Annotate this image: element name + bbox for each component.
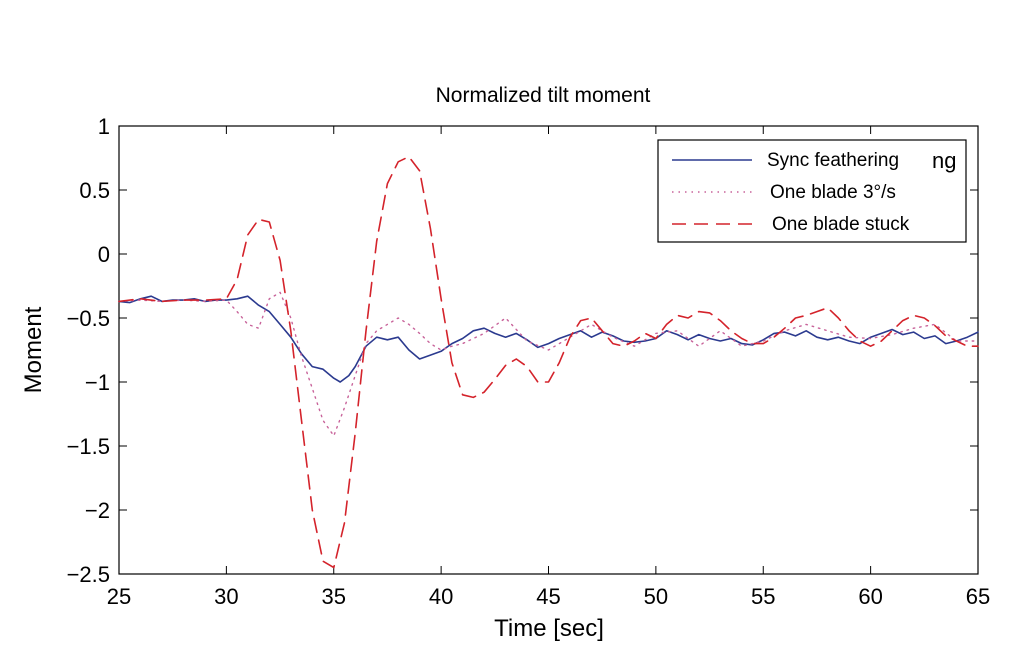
x-tick-label: 25 <box>107 584 131 609</box>
x-tick-label: 50 <box>644 584 668 609</box>
y-tick-label: 0.5 <box>79 178 110 203</box>
y-tick-labels: 1 0.5 0 −0.5 −1 −1.5 −2 −2.5 <box>67 114 110 587</box>
x-tick-label: 30 <box>214 584 238 609</box>
y-tick-label: −2 <box>85 498 110 523</box>
x-tick-label: 35 <box>322 584 346 609</box>
legend-overflow-text: ng <box>932 148 956 173</box>
y-tick-label: −2.5 <box>67 562 110 587</box>
y-tick-label: −1 <box>85 370 110 395</box>
chart-title: Normalized tilt moment <box>436 84 651 107</box>
tick-marks <box>118 125 979 575</box>
legend-label-sync-feathering: Sync feathering <box>767 150 899 171</box>
x-tick-label: 60 <box>858 584 882 609</box>
x-tick-labels: 25 30 35 40 45 50 55 60 65 <box>107 584 990 609</box>
x-tick-label: 40 <box>429 584 453 609</box>
legend-label-one-blade-stuck: One blade stuck <box>772 214 910 235</box>
series-line-sync-feathering <box>118 295 979 383</box>
x-tick-label: 55 <box>751 584 775 609</box>
y-tick-label: 0 <box>98 242 110 267</box>
series-line-one-blade-3deg <box>118 291 979 437</box>
y-tick-label: 1 <box>98 114 110 139</box>
y-tick-label: −1.5 <box>67 434 110 459</box>
x-tick-label: 65 <box>966 584 990 609</box>
y-tick-label: −0.5 <box>67 306 110 331</box>
legend: Sync feathering One blade 3°/s One blade… <box>657 139 967 243</box>
series-lines <box>118 155 979 569</box>
x-axis-title: Time [sec] <box>494 615 604 642</box>
x-tick-label: 45 <box>536 584 560 609</box>
legend-box <box>657 139 967 243</box>
series-line-one-blade-stuck <box>118 155 979 569</box>
legend-label-one-blade-3deg: One blade 3°/s <box>770 182 896 203</box>
y-axis-title: Moment <box>20 306 47 393</box>
